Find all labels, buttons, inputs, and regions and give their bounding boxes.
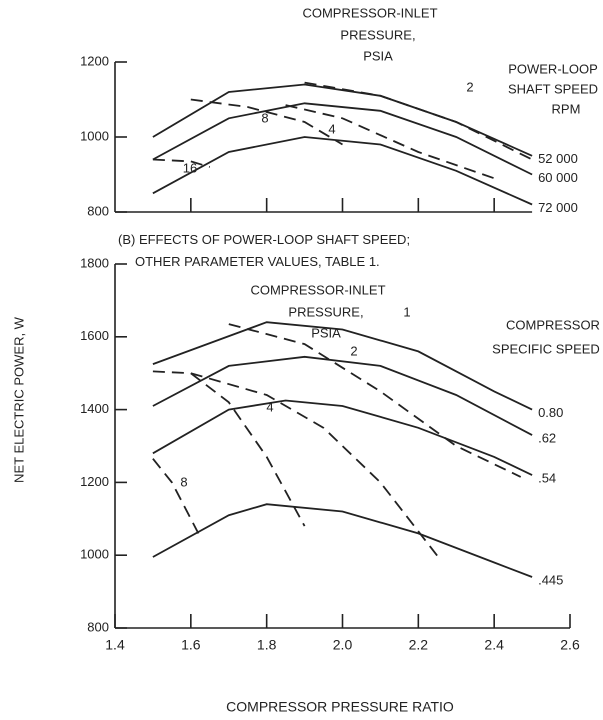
series-label: 1 (403, 304, 410, 319)
curve (190, 372, 442, 562)
series-label: 52 000 (538, 151, 578, 166)
series-label: 8 (261, 110, 268, 125)
y-tick-label: 1000 (80, 128, 109, 143)
curve (152, 83, 533, 157)
annotation: PRESSURE, (288, 304, 363, 319)
curve (152, 321, 533, 411)
series-label: 2 (350, 343, 357, 358)
y-tick-label: 800 (87, 619, 109, 634)
x-axis-label: COMPRESSOR PRESSURE RATIO (226, 699, 454, 715)
curve (152, 370, 306, 527)
x-tick-label: 2.2 (409, 637, 429, 653)
annotation: COMPRESSOR-INLET (250, 282, 385, 297)
annotation: PSIA (363, 48, 393, 63)
series-label: 60 000 (538, 170, 578, 185)
legend-title: SHAFT SPEED (508, 81, 598, 96)
curve (152, 399, 533, 476)
curve (285, 104, 495, 180)
y-tick-label: 1000 (80, 547, 109, 562)
series-label: 16 (183, 160, 197, 175)
y-tick-label: 1400 (80, 401, 109, 416)
series-label: 2 (466, 79, 473, 94)
curve (152, 355, 533, 436)
series-label: 4 (328, 121, 335, 136)
series-label: 0.80 (538, 405, 563, 420)
series-label: .445 (538, 572, 563, 587)
x-tick-label: 1.8 (257, 637, 277, 653)
series-label: 72 000 (538, 200, 578, 215)
curve (152, 136, 533, 206)
x-tick-label: 1.6 (181, 637, 201, 653)
legend-title: POWER-LOOP (508, 61, 598, 76)
legend-title: SPECIFIC SPEED (492, 341, 600, 356)
legend-title: COMPRESSOR (506, 317, 600, 332)
y-tick-label: 1200 (80, 474, 109, 489)
y-tick-label: 800 (87, 203, 109, 218)
curve (190, 98, 343, 146)
y-axis-label: NET ELECTRIC POWER, W (11, 316, 26, 483)
curve (152, 458, 200, 534)
curve (152, 102, 533, 176)
x-tick-label: 2.4 (484, 637, 504, 653)
y-tick-label: 1200 (80, 53, 109, 68)
curve (152, 158, 211, 168)
y-tick-label: 1800 (80, 255, 109, 270)
curve (304, 81, 533, 161)
series-label: 8 (180, 474, 187, 489)
x-tick-label: 2.6 (560, 637, 580, 653)
caption: (B) EFFECTS OF POWER-LOOP SHAFT SPEED; OT… (118, 232, 410, 269)
series-label: .54 (538, 471, 556, 486)
annotation: COMPRESSOR-INLET (302, 5, 437, 20)
series-label: 4 (266, 399, 273, 414)
x-tick-label: 2.0 (333, 637, 353, 653)
legend-title: RPM (552, 101, 581, 116)
annotation: PRESSURE, (340, 27, 415, 42)
curve (152, 503, 533, 578)
series-label: .62 (538, 431, 556, 446)
x-tick-label: 1.4 (105, 637, 125, 653)
y-tick-label: 1600 (80, 328, 109, 343)
